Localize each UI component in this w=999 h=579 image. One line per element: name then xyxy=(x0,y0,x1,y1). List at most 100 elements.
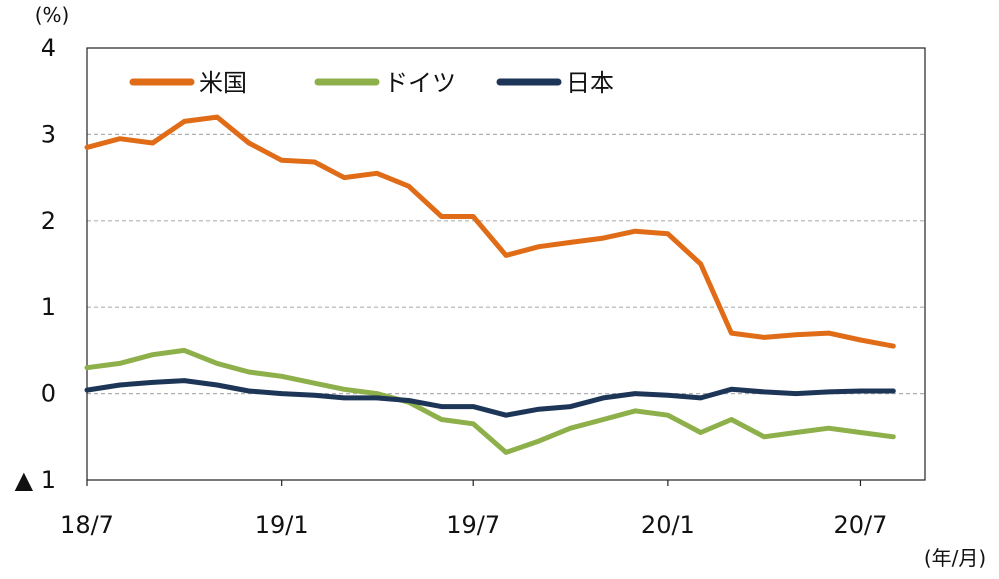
data-point xyxy=(632,391,638,396)
data-point xyxy=(826,330,831,336)
data-point xyxy=(312,159,317,165)
y-tick-label: 0 xyxy=(41,380,56,408)
data-point xyxy=(214,382,220,388)
data-point xyxy=(826,389,831,395)
data-point xyxy=(698,261,703,267)
data-point xyxy=(279,374,284,379)
data-point xyxy=(762,335,767,340)
legend-label: 日本 xyxy=(566,69,614,97)
data-point xyxy=(632,229,638,234)
data-point xyxy=(439,214,444,219)
data-point xyxy=(84,365,90,370)
data-point xyxy=(214,361,220,366)
data-point xyxy=(150,380,155,385)
x-tick-label: 19/7 xyxy=(446,511,500,539)
data-point xyxy=(698,395,703,401)
data-point xyxy=(698,430,703,435)
data-point xyxy=(117,361,123,366)
data-point xyxy=(536,438,541,444)
plot-frame xyxy=(86,47,926,481)
data-point xyxy=(341,387,347,392)
data-point xyxy=(246,140,252,146)
y-tick-label: 2 xyxy=(41,207,56,235)
data-point xyxy=(858,430,863,435)
data-point xyxy=(182,119,187,124)
axis-layer xyxy=(86,47,926,486)
data-point xyxy=(374,395,380,401)
data-point xyxy=(471,421,476,426)
data-point xyxy=(568,240,573,245)
legend-label: 米国 xyxy=(199,69,247,97)
data-point xyxy=(312,381,317,386)
data-point xyxy=(406,398,411,403)
data-point xyxy=(601,395,606,401)
series-line-2 xyxy=(84,378,896,418)
data-point xyxy=(891,434,896,439)
grid-layer xyxy=(87,133,925,395)
data-point xyxy=(150,352,155,357)
data-point xyxy=(632,408,638,414)
data-point xyxy=(279,158,284,163)
x-axis-unit: (年/月) xyxy=(924,546,986,570)
y-tick-label: 3 xyxy=(41,120,56,148)
data-point xyxy=(858,337,863,343)
x-tick-label: 20/1 xyxy=(641,511,695,539)
data-point xyxy=(568,426,573,431)
data-point xyxy=(374,171,380,176)
data-point xyxy=(793,391,799,396)
data-point xyxy=(471,214,476,219)
x-tick-label: 20/7 xyxy=(834,511,888,539)
data-point xyxy=(246,388,252,394)
series-layer xyxy=(84,114,896,455)
data-point xyxy=(312,393,317,398)
data-point xyxy=(793,430,799,435)
data-point xyxy=(406,184,411,189)
data-point xyxy=(826,426,831,431)
x-tick-label: 19/1 xyxy=(255,511,309,539)
y-tick-label: 4 xyxy=(41,34,56,62)
data-point xyxy=(665,413,671,418)
data-point xyxy=(601,235,606,241)
data-point xyxy=(84,387,90,393)
data-point xyxy=(665,393,671,398)
data-point xyxy=(439,404,444,409)
series-line-1 xyxy=(84,347,896,455)
series-line-0 xyxy=(84,114,896,349)
data-point xyxy=(665,231,671,236)
data-point xyxy=(503,413,509,418)
data-point xyxy=(729,387,734,392)
data-point xyxy=(341,175,347,180)
data-point xyxy=(858,388,863,394)
data-point xyxy=(891,343,896,349)
data-point xyxy=(503,450,509,455)
data-point xyxy=(150,140,155,146)
data-point xyxy=(762,434,767,439)
data-point xyxy=(279,391,284,396)
data-point xyxy=(439,417,444,422)
data-point xyxy=(471,404,476,409)
data-point xyxy=(729,417,734,422)
data-point xyxy=(729,330,734,336)
data-point xyxy=(214,114,220,120)
data-point xyxy=(182,378,187,383)
data-point xyxy=(568,404,573,409)
data-point xyxy=(117,136,123,141)
data-point xyxy=(117,382,123,388)
y-tick-label: ▲ 1 xyxy=(15,466,56,494)
data-point xyxy=(182,348,187,353)
data-point xyxy=(84,145,90,150)
data-point xyxy=(503,253,509,258)
data-point xyxy=(891,388,896,394)
data-point xyxy=(601,417,606,422)
data-point xyxy=(536,407,541,412)
data-point xyxy=(762,389,767,395)
data-point xyxy=(536,244,541,249)
data-point xyxy=(341,395,347,401)
data-point xyxy=(793,332,799,337)
x-tick-label: 18/7 xyxy=(60,511,114,539)
y-tick-label: 1 xyxy=(41,293,56,321)
legend-label: ドイツ xyxy=(384,69,456,97)
data-point xyxy=(246,369,252,375)
